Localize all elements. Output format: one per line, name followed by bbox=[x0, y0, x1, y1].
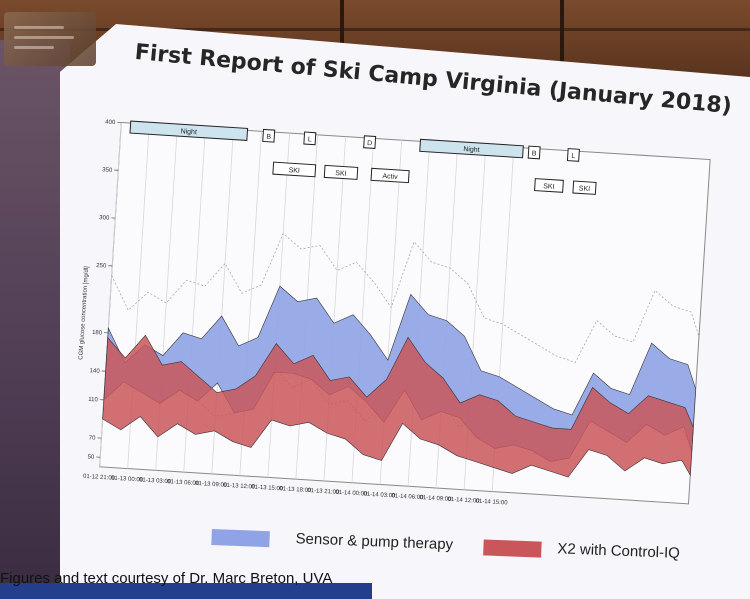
x-tick-label: 01-13 15:00 bbox=[251, 484, 284, 492]
activity-box bbox=[572, 180, 597, 195]
x-tick-label: 01-14 09:00 bbox=[419, 495, 452, 503]
activity-box bbox=[527, 145, 541, 160]
y-tick-label: 180 bbox=[92, 330, 103, 337]
activity-label: Night bbox=[180, 128, 197, 136]
y-tick-label: 300 bbox=[99, 215, 110, 222]
x-tick-label: 01-14 00:00 bbox=[335, 490, 368, 498]
left-wall-panel bbox=[0, 40, 70, 599]
activity-label: D bbox=[367, 140, 372, 147]
wood-seam bbox=[0, 28, 750, 31]
logo-line bbox=[14, 36, 74, 39]
y-tick-label: 400 bbox=[105, 119, 116, 126]
y-tick-label: 140 bbox=[89, 368, 100, 375]
x-tick-label: 01-13 12:00 bbox=[223, 483, 256, 491]
activity-label: B bbox=[266, 134, 271, 141]
x-tick-label: 01-14 12:00 bbox=[447, 497, 480, 505]
x-tick-label: 01-14 15:00 bbox=[475, 498, 508, 506]
activity-box bbox=[363, 135, 377, 149]
activity-label: B bbox=[532, 150, 537, 157]
y-tick-label: 50 bbox=[87, 454, 95, 460]
activity-box bbox=[534, 178, 564, 193]
activity-label: L bbox=[308, 136, 312, 143]
y-tick-label: 110 bbox=[88, 397, 99, 404]
activity-label: Activ bbox=[382, 173, 398, 181]
y-axis-label: CGM glucose concentration [mg/dl] bbox=[78, 266, 90, 360]
activity-label: L bbox=[571, 153, 575, 160]
x-tick-label: 01-13 00:00 bbox=[111, 476, 144, 484]
logo-line bbox=[14, 46, 54, 49]
x-tick-label: 01-13 06:00 bbox=[167, 479, 200, 487]
activity-label: SKI bbox=[288, 167, 300, 175]
x-tick-label: 01-12 21:00 bbox=[83, 474, 116, 482]
activity-label: SKI bbox=[579, 185, 591, 193]
activity-label: SKI bbox=[335, 170, 347, 178]
legend-label-control-iq: X2 with Control-IQ bbox=[557, 540, 681, 562]
activity-box bbox=[370, 167, 410, 184]
series-band-control-iq bbox=[102, 334, 694, 478]
activity-box bbox=[303, 131, 317, 146]
x-tick-label: 01-13 03:00 bbox=[139, 477, 172, 485]
x-tick-label: 01-13 09:00 bbox=[195, 481, 228, 489]
credit-text: Figures and text courtesy of Dr. Marc Br… bbox=[0, 570, 333, 587]
x-tick-label: 01-14 06:00 bbox=[391, 493, 424, 501]
chart: 01-12 21:00 01-13 00:00 01-13 03:00 01-13 0… bbox=[57, 110, 731, 550]
logo-line bbox=[14, 26, 64, 29]
legend-swatch-sensor bbox=[211, 528, 270, 548]
legend-swatch-control-iq bbox=[483, 539, 542, 558]
y-tick-label: 250 bbox=[96, 263, 107, 270]
activity-label: SKI bbox=[543, 183, 555, 191]
x-tick-label: 01-13 18:00 bbox=[279, 486, 312, 494]
y-tick-label: 70 bbox=[89, 435, 97, 441]
activity-box bbox=[419, 138, 524, 159]
activity-box bbox=[323, 164, 359, 180]
x-tick-label: 01-13 21:00 bbox=[307, 488, 340, 496]
activity-box bbox=[129, 120, 249, 141]
y-tick-label: 350 bbox=[102, 167, 113, 174]
presenter-logo bbox=[4, 12, 96, 66]
activity-box bbox=[262, 128, 276, 143]
activity-box bbox=[566, 148, 580, 162]
activity-label: Night bbox=[463, 146, 480, 154]
credit-strip bbox=[0, 583, 372, 599]
activity-box bbox=[272, 161, 317, 178]
x-tick-label: 01-14 03:00 bbox=[363, 491, 396, 499]
